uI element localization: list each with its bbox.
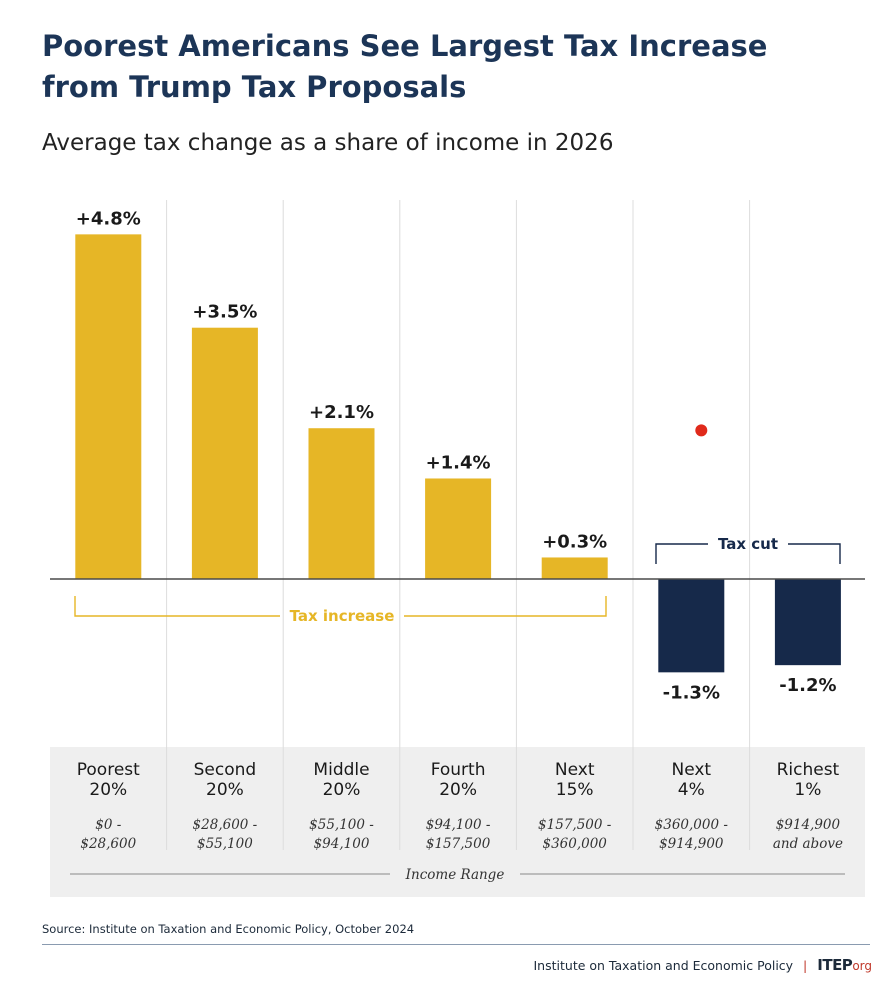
- category-range-line-2: $360,000: [542, 836, 607, 852]
- bar-2: [191, 327, 258, 579]
- income-label-panel: [50, 747, 865, 897]
- category-group-label: Next: [555, 760, 595, 780]
- bar-value-label: -1.3%: [663, 682, 720, 703]
- category-range-line-1: $55,100 -: [309, 817, 374, 833]
- bar-value-label: +1.4%: [426, 452, 491, 473]
- bar-value-label: +0.3%: [542, 531, 607, 552]
- itep-logo[interactable]: ITEPorg: [817, 956, 872, 974]
- bar-4: [425, 478, 492, 579]
- footer-org-name: Institute on Taxation and Economic Polic…: [533, 958, 794, 973]
- category-range-line-1: $94,100 -: [426, 817, 491, 833]
- bar-7: [774, 579, 841, 666]
- income-range-axis-label: Income Range: [405, 867, 505, 883]
- chart-title-line-1: Poorest Americans See Largest Tax Increa…: [42, 29, 768, 63]
- category-group-label: Poorest: [77, 760, 140, 780]
- red-marker-dot: [695, 424, 708, 437]
- category-range-line-2: $914,900: [659, 836, 724, 852]
- footer-credit: Institute on Taxation and Economic Polic…: [534, 956, 873, 974]
- itep-logo-suffix: org: [852, 959, 872, 973]
- category-range-line-1: $914,900: [776, 817, 841, 833]
- itep-logo-text: ITEP: [817, 956, 853, 974]
- category-range-line-1: $0 -: [95, 817, 121, 833]
- category-range-line-2: $157,500: [426, 836, 491, 852]
- bar-1: [75, 234, 142, 580]
- category-group-label: Richest: [777, 760, 840, 780]
- category-pct-label: 20%: [206, 780, 244, 800]
- category-pct-label: 1%: [794, 780, 821, 800]
- bar-3: [308, 428, 375, 579]
- tax-increase-bracket-left: [74, 596, 280, 617]
- category-range-line-2: and above: [773, 836, 843, 852]
- bar-value-label: -1.2%: [779, 675, 836, 696]
- category-pct-label: 20%: [89, 780, 127, 800]
- category-range-line-1: $360,000 -: [655, 817, 729, 833]
- footer-separator: |: [803, 958, 808, 973]
- bar-5: [541, 557, 608, 579]
- bar-value-label: +2.1%: [309, 402, 374, 423]
- tax-change-bar-chart: +4.8% +3.5% +2.1% +1.4% +0.3% -1.3% -1.2% Tax i…: [50, 200, 865, 897]
- category-pct-label: 4%: [678, 780, 705, 800]
- bar-value-label: +4.8%: [76, 208, 141, 229]
- chart-title: Poorest Americans See Largest Tax Increa…: [42, 26, 862, 108]
- category-pct-label: 15%: [556, 780, 594, 800]
- tax-increase-label: Tax increase: [290, 607, 395, 625]
- category-pct-label: 20%: [439, 780, 477, 800]
- category-pct-label: 20%: [323, 780, 361, 800]
- category-range-line-2: $94,100: [314, 836, 370, 852]
- tax-cut-bracket-left: [655, 543, 708, 564]
- category-range-line-2: $28,600: [80, 836, 136, 852]
- chart-subtitle: Average tax change as a share of income …: [42, 130, 614, 156]
- category-range-line-2: $55,100: [197, 836, 253, 852]
- tax-increase-bracket-right: [404, 596, 607, 617]
- category-range-line-1: $28,600 -: [193, 817, 258, 833]
- footer-divider: [42, 944, 870, 945]
- category-range-line-1: $157,500 -: [538, 817, 612, 833]
- bar-value-label: +3.5%: [192, 302, 257, 323]
- tax-cut-bracket-right: [788, 543, 841, 564]
- category-group-label: Middle: [313, 760, 369, 780]
- source-note: Source: Institute on Taxation and Econom…: [42, 922, 415, 936]
- tax-cut-label: Tax cut: [718, 535, 778, 553]
- chart-title-line-2: from Trump Tax Proposals: [42, 70, 467, 104]
- category-group-label: Next: [671, 760, 711, 780]
- category-group-label: Second: [194, 760, 257, 780]
- category-group-label: Fourth: [431, 760, 486, 780]
- bar-6: [658, 579, 725, 673]
